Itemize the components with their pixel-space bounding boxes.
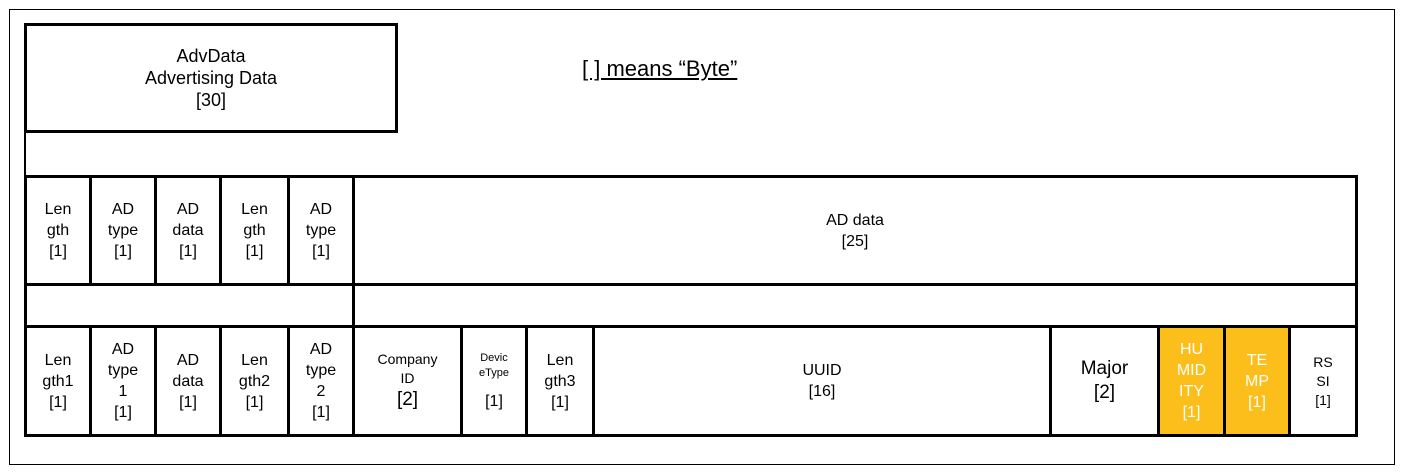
row3-uuid-cell: UUID [16] bbox=[592, 325, 1052, 437]
row1-addata-25-label: AD data [25] bbox=[826, 211, 884, 250]
devicetype-size: [1] bbox=[485, 392, 503, 410]
row3-devicetype-cell: Devic eType [1] bbox=[460, 325, 528, 437]
row3-humidity-cell: HU MID ITY [1] bbox=[1157, 325, 1226, 437]
row3-length3-label: Len gth3 [1] bbox=[544, 351, 576, 411]
row3-addata-cell: AD data [1] bbox=[154, 325, 222, 437]
company-id-label: Company ID bbox=[377, 351, 438, 386]
row1-length-cell: Len gth [1] bbox=[24, 175, 92, 286]
row3-temp-cell: TE MP [1] bbox=[1223, 325, 1291, 437]
row1-addata-cell: AD data [1] bbox=[154, 175, 222, 286]
row3-adtype2-label: AD type 2 [1] bbox=[305, 341, 337, 421]
row3-length1-cell: Len gth1 [1] bbox=[24, 325, 92, 437]
row3-adtype2-cell: AD type 2 [1] bbox=[287, 325, 355, 437]
row3-adtype1-label: AD type 1 [1] bbox=[107, 341, 139, 421]
row1-length-label: Len gth [1] bbox=[44, 201, 72, 260]
diagram-frame bbox=[9, 9, 1395, 465]
spacer-row-left bbox=[24, 283, 355, 328]
row1-adtype2-cell: AD type [1] bbox=[287, 175, 355, 286]
row3-addata-label: AD data [1] bbox=[172, 351, 204, 411]
byte-note: [ ] means “Byte” bbox=[582, 56, 738, 81]
row3-length2-label: Len gth2 [1] bbox=[238, 351, 271, 411]
row3-rssi-cell: RS SI [1] bbox=[1288, 325, 1358, 437]
row3-length1-label: Len gth1 [1] bbox=[42, 351, 74, 411]
humidity-label: HU MID ITY [1] bbox=[1176, 341, 1207, 421]
row1-adtype2-label: AD type [1] bbox=[305, 201, 337, 260]
spacer-row-right bbox=[352, 283, 1358, 328]
row3-length3-cell: Len gth3 [1] bbox=[525, 325, 595, 437]
temp-label: TE MP [1] bbox=[1245, 351, 1269, 411]
row3-major-cell: Major [2] bbox=[1049, 325, 1160, 437]
row1-length2-label: Len gth [1] bbox=[241, 201, 268, 260]
row3-adtype1-cell: AD type 1 [1] bbox=[89, 325, 157, 437]
advdata-band bbox=[24, 131, 1358, 178]
rssi-label: RS SI [1] bbox=[1313, 353, 1333, 408]
row1-length2-cell: Len gth [1] bbox=[219, 175, 290, 286]
major-label: Major [2] bbox=[1080, 358, 1129, 403]
row3-company-id-cell: Company ID [2] bbox=[352, 325, 463, 437]
row3-length2-cell: Len gth2 [1] bbox=[219, 325, 290, 437]
row1-adtype-label: AD type [1] bbox=[107, 201, 139, 260]
advdata-title: AdvData Advertising Data [30] bbox=[144, 46, 278, 110]
row1-adtype-cell: AD type [1] bbox=[89, 175, 157, 286]
row1-addata-25-cell: AD data [25] bbox=[352, 175, 1358, 286]
advdata-box: AdvData Advertising Data [30] bbox=[24, 23, 398, 133]
devicetype-label: Devic eType bbox=[479, 351, 509, 379]
uuid-label: UUID [16] bbox=[802, 362, 842, 400]
row1-addata-label: AD data [1] bbox=[172, 201, 204, 260]
company-id-size: [2] bbox=[396, 389, 419, 410]
